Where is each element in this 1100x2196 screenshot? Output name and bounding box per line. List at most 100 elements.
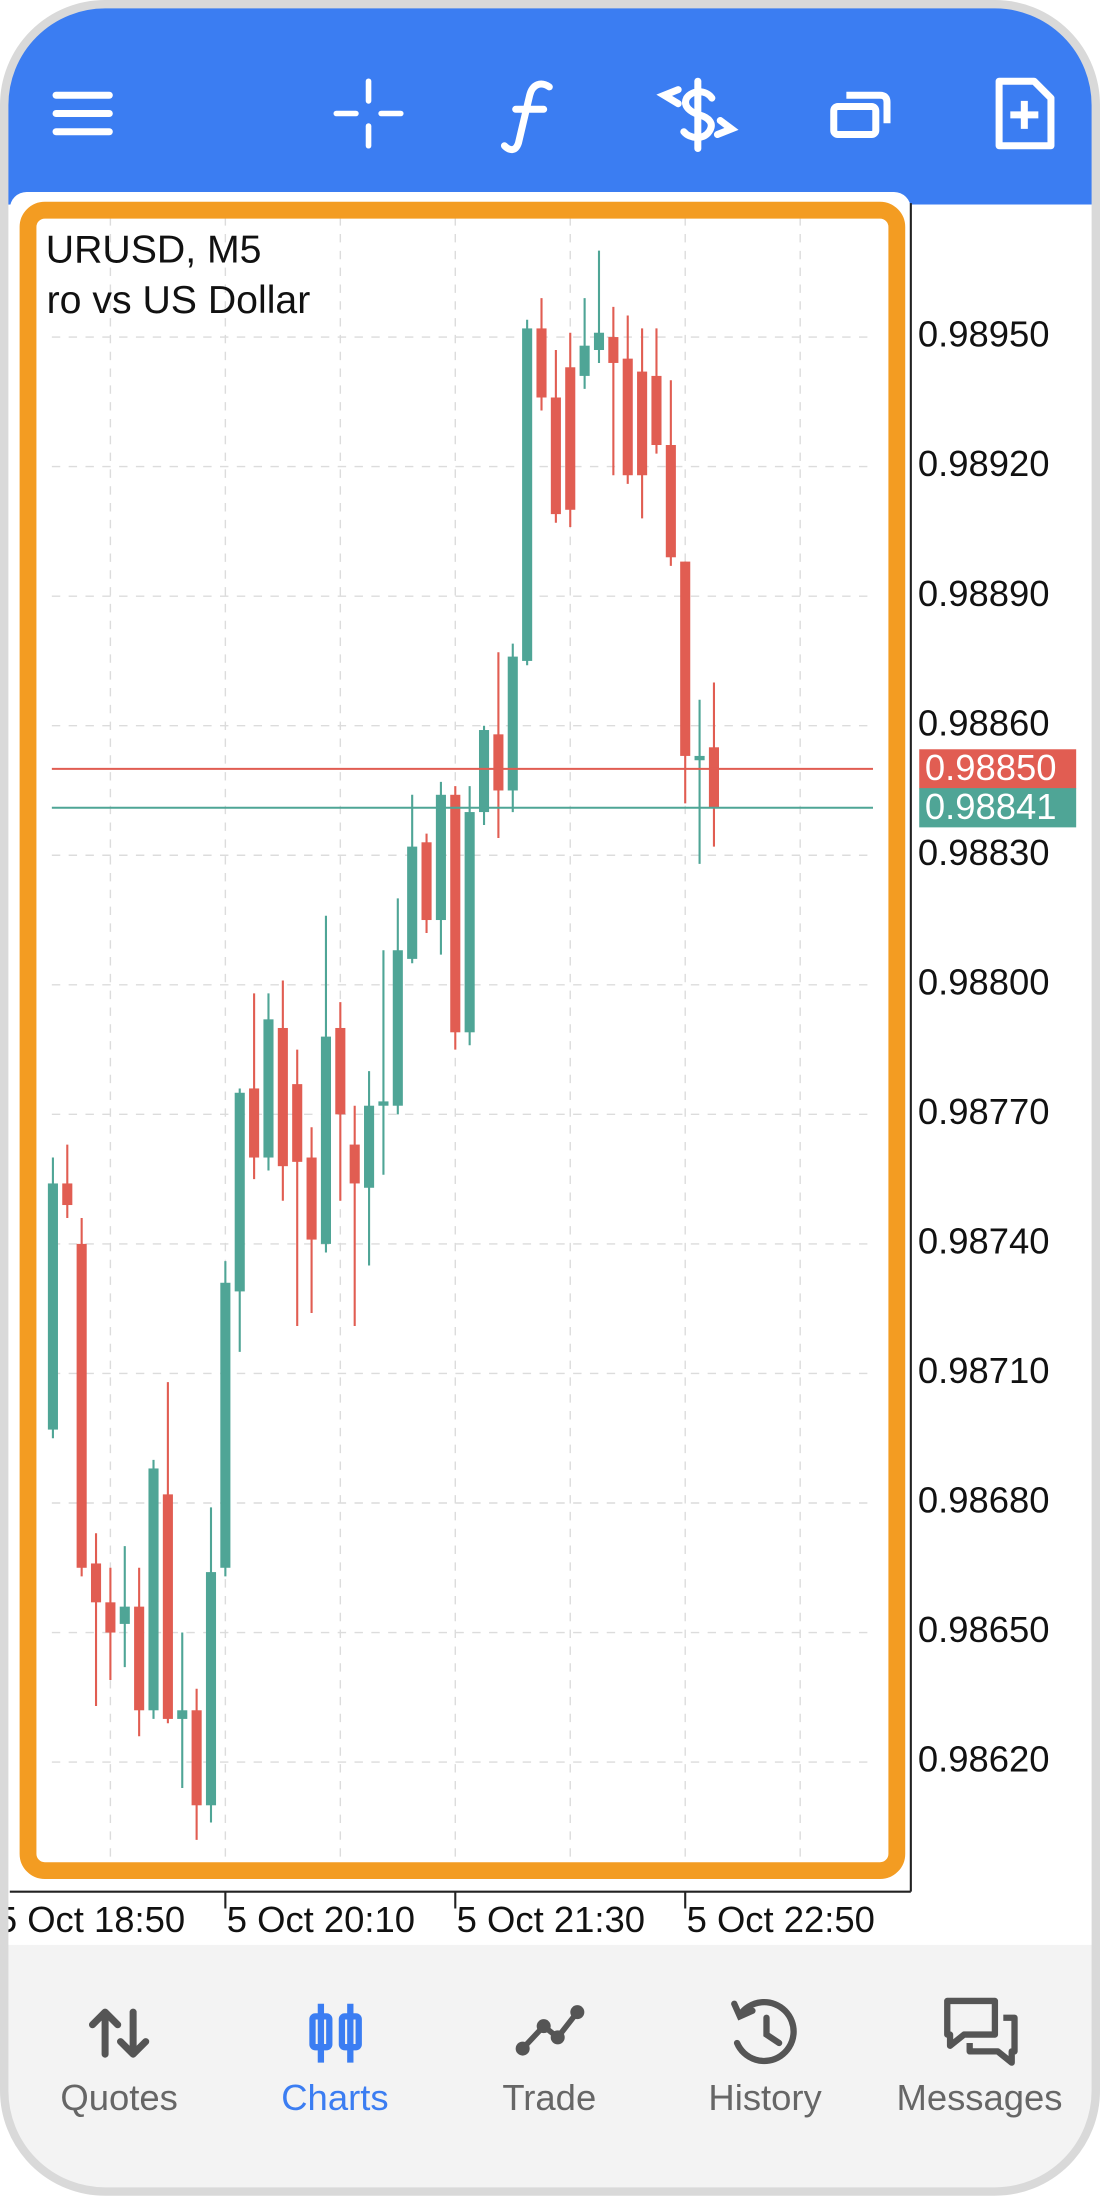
candle-body <box>220 1282 231 1568</box>
candle-body <box>464 812 475 1033</box>
icon-part <box>309 2013 333 2051</box>
candle-body <box>378 1101 389 1106</box>
candle-body <box>421 842 432 921</box>
candle-body <box>277 1027 288 1167</box>
bottom-nav <box>4 1944 1096 2192</box>
icon-part <box>733 1999 797 2065</box>
indicators-icon[interactable] <box>500 80 553 154</box>
nav-icon <box>515 2005 585 2056</box>
y-tick-label: 0.98650 <box>918 1609 1050 1650</box>
icon-part <box>515 2041 530 2056</box>
windows-icon[interactable] <box>830 91 891 139</box>
toolbar <box>4 4 1096 205</box>
icon-part <box>88 2008 150 2058</box>
title-area: EURUSD, M5 Euro vs US Dollar <box>0 228 310 322</box>
nav-icon <box>309 2003 362 2063</box>
candle-body <box>680 561 691 756</box>
nav-item[interactable]: Charts <box>281 2003 389 2118</box>
candle-body <box>76 1243 87 1568</box>
y-tick-label: 0.98890 <box>918 573 1050 614</box>
candle-body <box>536 328 547 398</box>
icon-part <box>570 2005 585 2020</box>
candle-body <box>593 332 605 351</box>
candle-body <box>62 1183 73 1206</box>
y-tick-label: 0.98920 <box>918 443 1050 484</box>
y-tick-label: 0.98830 <box>918 832 1050 873</box>
nav-icon <box>88 2008 150 2058</box>
candle-body <box>205 1572 217 1806</box>
candle-body <box>665 445 676 558</box>
candle-body <box>191 1710 202 1806</box>
x-tick-label: 5 Oct 22:50 <box>687 1899 875 1940</box>
candle-body <box>134 1606 145 1711</box>
highlight-frame <box>19 201 906 1880</box>
ask-label-box <box>919 749 1077 789</box>
candle-body <box>651 375 662 446</box>
icon-part <box>536 2019 551 2034</box>
nav-label: Messages <box>896 2077 1062 2118</box>
icon-part <box>763 2014 783 2047</box>
candle-body <box>478 730 490 813</box>
x-tick-label: 5 Oct 21:30 <box>457 1899 645 1940</box>
candle-body <box>622 358 633 476</box>
candle-body <box>565 367 576 510</box>
candles <box>47 250 873 1840</box>
candle-body <box>392 950 403 1106</box>
candle-body <box>579 345 590 376</box>
x-axis-labels: 5 Oct 18:50 5 Oct 20:10 5 Oct 21:30 5 Oct 2… <box>4 1891 875 1940</box>
trade-icon[interactable] <box>656 77 739 153</box>
candle-body <box>47 1183 58 1430</box>
candle-body <box>364 1105 375 1188</box>
y-tick-label: 0.98620 <box>918 1739 1050 1780</box>
chart: 0.98950 0.98920 0.98890 0.98860 0.98830 0.988… <box>0 201 1077 1940</box>
y-tick-label: 0.98710 <box>918 1350 1050 1391</box>
candle-body <box>177 1710 188 1719</box>
candle-body <box>349 1144 360 1184</box>
nav-item[interactable]: Trade <box>502 2005 596 2118</box>
candle-body <box>292 1084 303 1162</box>
nav-item[interactable]: Quotes <box>60 2008 178 2118</box>
bid-label: 0.98841 <box>925 786 1057 827</box>
chart-subtitle: Euro vs US Dollar <box>0 278 310 322</box>
nav-item[interactable]: History <box>708 1999 823 2118</box>
candle-body <box>162 1494 173 1719</box>
candle-body <box>550 397 561 515</box>
candle-body <box>450 794 461 1033</box>
candle-body <box>320 1036 332 1244</box>
candle-body <box>493 734 504 791</box>
menu-icon[interactable] <box>52 91 113 136</box>
nav-icon <box>731 1999 797 2065</box>
candle-body <box>608 337 619 363</box>
candle-body <box>637 371 648 476</box>
nav-label: Trade <box>502 2077 596 2118</box>
candle-body <box>263 1019 274 1158</box>
icon-part <box>309 2003 362 2063</box>
new-order-icon[interactable] <box>995 77 1055 150</box>
candle-body <box>105 1602 116 1633</box>
nav-icon <box>944 1997 1018 2066</box>
y-tick-label: 0.98950 <box>918 314 1050 355</box>
nav-item[interactable]: Messages <box>896 1997 1062 2118</box>
icon-part <box>731 2000 756 2021</box>
y-tick-label: 0.98770 <box>918 1091 1050 1132</box>
crosshair-icon[interactable] <box>333 78 404 149</box>
candle-body <box>708 747 719 808</box>
nav-label: Quotes <box>60 2077 177 2118</box>
y-tick-label: 0.98860 <box>918 702 1050 743</box>
candle-body <box>119 1606 130 1624</box>
nav-label: History <box>708 2077 822 2118</box>
x-tick-label: 5 Oct 20:10 <box>227 1899 415 1940</box>
bid-label-box <box>919 788 1077 828</box>
candle-body <box>249 1088 260 1158</box>
icon-part <box>338 2013 362 2051</box>
icon-part <box>944 1997 999 2049</box>
ask-label: 0.98850 <box>925 747 1057 788</box>
candle-body <box>234 1092 245 1292</box>
nav-items: Quotes Charts Trade History Messages <box>60 1997 1062 2118</box>
y-tick-label: 0.98740 <box>918 1221 1050 1262</box>
chart-title: EURUSD, M5 <box>20 228 262 272</box>
candle-body <box>407 846 418 959</box>
